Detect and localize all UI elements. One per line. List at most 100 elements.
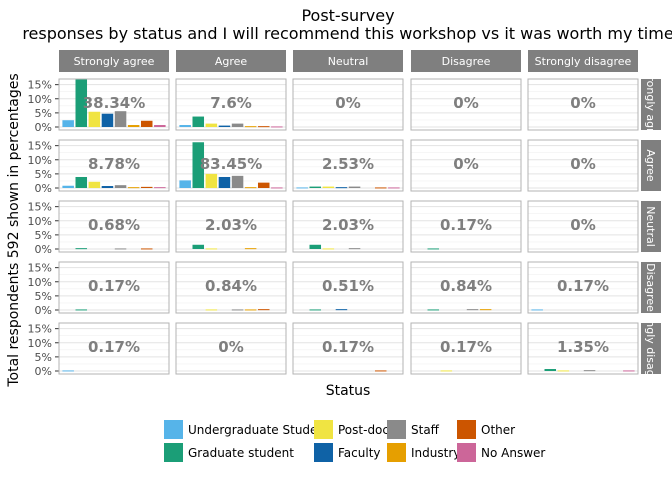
panel-border	[410, 78, 522, 131]
bar	[192, 244, 205, 249]
bar	[75, 78, 88, 127]
panel-total-label: 0.17%	[88, 338, 140, 356]
legend-swatch	[457, 420, 476, 439]
bar	[244, 309, 257, 311]
bar	[348, 248, 361, 250]
legend-label: Graduate student	[188, 445, 294, 460]
x-axis-label: Status	[325, 383, 371, 399]
legend-swatch	[314, 420, 333, 439]
y-tick-label: 10%	[28, 93, 52, 106]
panel-total-label: 83.45%	[200, 155, 262, 173]
panel-border	[410, 200, 522, 253]
row-strip	[641, 79, 661, 130]
panel-background	[293, 323, 403, 374]
column-strip-label: Disagree	[442, 55, 491, 68]
bar	[583, 370, 596, 372]
panel-total-label: 0%	[335, 94, 360, 112]
bar	[205, 173, 218, 188]
legend-label: Staff	[411, 422, 439, 437]
bar	[140, 120, 153, 127]
row-strip-label: rongly agr	[644, 76, 657, 133]
legend-item: Post-doc	[314, 418, 389, 441]
bar	[388, 187, 400, 189]
row-strip	[641, 140, 661, 191]
panel-background	[528, 201, 638, 252]
panel-border	[292, 200, 404, 253]
y-tick-label: 15%	[28, 201, 52, 214]
bar	[623, 370, 635, 372]
bar	[154, 187, 166, 189]
bar	[544, 369, 557, 371]
bar	[127, 125, 140, 127]
legend-label: No Answer	[481, 445, 546, 460]
bar	[466, 309, 479, 311]
bar	[427, 309, 440, 311]
legend-item: No Answer	[457, 441, 547, 464]
panel-border	[58, 78, 170, 131]
panel-background	[59, 201, 169, 252]
legend-label: Undergraduate Student	[188, 422, 330, 437]
panel-border	[175, 322, 287, 375]
panel-background	[293, 79, 403, 130]
panel-background	[176, 262, 286, 313]
panel-border	[527, 322, 639, 375]
legend-item: Undergraduate Student	[164, 418, 330, 441]
bar	[75, 248, 88, 250]
panel-border	[410, 139, 522, 192]
panel-background	[528, 140, 638, 191]
panel-total-label: 1.35%	[557, 338, 609, 356]
bar	[154, 125, 166, 127]
panel-total-label: 0.17%	[440, 338, 492, 356]
bar	[257, 182, 270, 188]
legend-label: Post-doc	[338, 422, 389, 437]
bar	[244, 187, 257, 189]
bar	[479, 309, 492, 311]
legend-swatch	[387, 420, 406, 439]
bar	[322, 248, 335, 250]
panel-border	[58, 322, 170, 375]
column-strip-label: Strongly agree	[74, 55, 155, 68]
y-tick-label: 0%	[35, 365, 52, 378]
column-strip-label: Neutral	[328, 55, 369, 68]
bar	[335, 187, 348, 189]
bar	[257, 126, 270, 128]
bar	[231, 175, 244, 188]
bar	[218, 176, 231, 188]
panel-total-label: 0%	[218, 338, 243, 356]
column-strip	[293, 50, 403, 72]
panel-background	[411, 140, 521, 191]
panel-border	[410, 322, 522, 375]
legend-swatch	[457, 443, 476, 462]
bar	[257, 309, 270, 311]
row-strip	[641, 323, 661, 374]
panel-border	[58, 139, 170, 192]
y-tick-label: 10%	[28, 276, 52, 289]
bar	[62, 120, 74, 127]
panel-background	[528, 262, 638, 313]
legend-label: Other	[481, 422, 516, 437]
bar	[218, 125, 231, 127]
bar	[205, 123, 218, 127]
bar	[101, 113, 114, 127]
y-tick-label: 0%	[35, 121, 52, 134]
legend-item: Other	[457, 418, 547, 441]
panel-border	[175, 200, 287, 253]
y-tick-label: 10%	[28, 215, 52, 228]
panel-background	[59, 323, 169, 374]
panel-total-label: 0%	[570, 155, 595, 173]
bar	[440, 370, 453, 372]
panel-background	[59, 262, 169, 313]
panel-background	[528, 323, 638, 374]
row-strip-label: Disagree	[644, 263, 657, 312]
panel-total-label: 0.17%	[557, 277, 609, 295]
bar	[322, 186, 335, 188]
panel-total-label: 7.6%	[210, 94, 252, 112]
panel-total-label: 2.03%	[322, 216, 374, 234]
row-strip-label: Agree	[644, 149, 657, 182]
bar	[531, 309, 543, 311]
panel-background	[176, 201, 286, 252]
chart-title: Post-survey	[301, 6, 395, 25]
bar	[88, 181, 101, 188]
panel-total-label: 0.68%	[88, 216, 140, 234]
bar	[296, 187, 308, 189]
